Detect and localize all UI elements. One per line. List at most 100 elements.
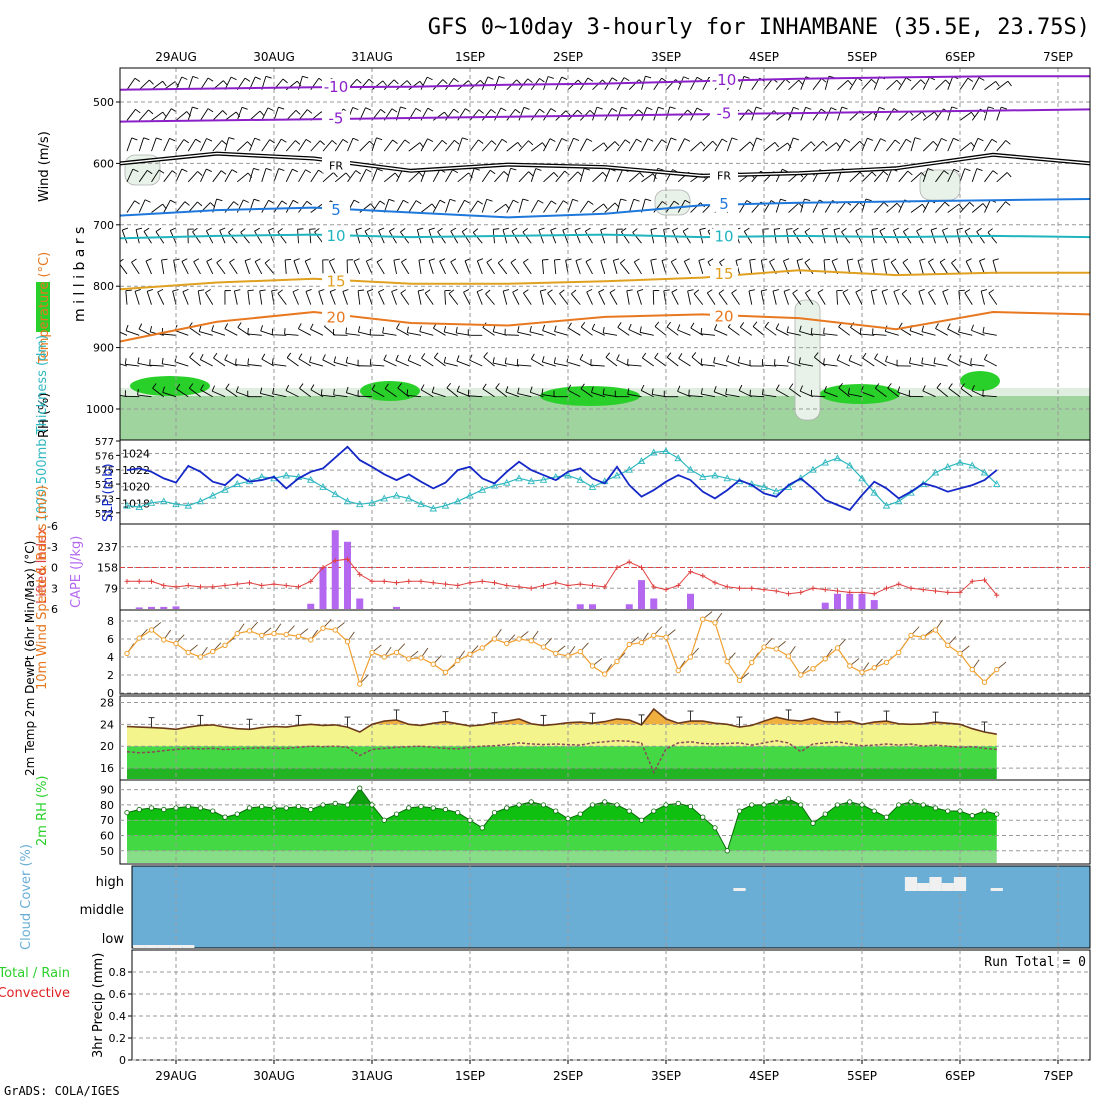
lifted-tick-label: 6	[51, 603, 58, 616]
wind-barb	[886, 79, 898, 91]
wind-barb-flag	[216, 198, 223, 202]
wind-barb	[383, 172, 396, 183]
wind-barb	[456, 332, 471, 336]
wind-barb-flag	[874, 383, 880, 389]
precip-tick-label: 0.6	[109, 988, 127, 1001]
wind-barb	[559, 293, 569, 305]
wind-barb-flag	[230, 76, 237, 81]
wind-barb	[805, 292, 814, 305]
rh-point	[565, 816, 571, 822]
wind-barb-flag	[903, 227, 909, 232]
wind-barb-flag	[298, 323, 302, 329]
wind-barb-flag	[932, 140, 938, 146]
wind-barb-flag	[255, 76, 261, 80]
wind-barb-flag	[871, 78, 877, 84]
wind-barb	[824, 142, 837, 152]
wind-barb	[996, 140, 1007, 152]
wind-barb-flag	[528, 171, 534, 177]
wind-barb-flag	[624, 139, 631, 144]
wind-barb-flag	[396, 323, 400, 329]
wind-barb-flag	[637, 289, 644, 292]
wind-barb	[701, 363, 716, 367]
wind-barb	[364, 230, 373, 244]
wind-barb	[456, 360, 471, 367]
wind-barb	[444, 362, 458, 367]
wind-barb	[200, 108, 209, 121]
wind-barb-flag	[292, 199, 299, 204]
wind-barb	[984, 199, 991, 213]
wind-barb	[371, 137, 377, 152]
wind-barb	[512, 291, 520, 305]
wind-barb	[824, 391, 838, 398]
wind-barb	[216, 262, 226, 275]
upper-air-plot-bg	[120, 68, 1090, 440]
rh-ylabel: 2m RH (%)	[35, 775, 50, 846]
wind-barb-flag	[871, 171, 877, 177]
wind-barb-flag	[144, 199, 151, 203]
wind-barb	[192, 231, 201, 244]
wind-barb	[799, 331, 814, 336]
wind-barb-flag	[456, 385, 460, 392]
date-label-top: 1SEP	[455, 50, 485, 64]
wind-barb-flag	[712, 140, 718, 146]
wind-barb-flag	[234, 289, 241, 292]
wind-barb	[987, 232, 998, 244]
wind-barb-flag	[830, 107, 837, 111]
wind-barb-flag	[333, 172, 338, 178]
wind-barb	[205, 292, 214, 305]
wind-barb-flag	[286, 352, 292, 359]
wind-barb	[125, 290, 128, 305]
wind-barb-flag	[278, 168, 285, 172]
wind-barb-flag	[450, 258, 457, 263]
wind-barb-flag	[737, 356, 741, 363]
wind-barb-flag	[353, 258, 360, 262]
wind-barb	[359, 169, 367, 183]
wind-barb-flag	[682, 227, 689, 232]
wind-barb	[309, 229, 312, 244]
wind-barb	[174, 330, 189, 336]
rh-point	[969, 813, 975, 819]
date-label-top: 5SEP	[847, 50, 877, 64]
wind-barb	[690, 77, 698, 90]
wind-speed-point	[847, 663, 853, 669]
wind-barb	[933, 362, 948, 367]
rh-point	[920, 802, 926, 808]
wind-speed-point	[736, 677, 743, 684]
wind-barb-flag	[739, 322, 745, 328]
wind-barb-flag	[419, 325, 422, 332]
wind-barb	[984, 138, 993, 152]
rh-point	[491, 809, 498, 816]
wind-barb-flag	[281, 200, 288, 205]
wind-barb	[391, 291, 397, 305]
wind-barb	[259, 290, 263, 305]
thickness-point	[355, 500, 364, 508]
contour-label: 15	[326, 272, 345, 290]
wind-barb-flag	[199, 354, 204, 360]
wind-barb	[229, 262, 238, 275]
wind-barb	[469, 139, 479, 152]
wind-barb-flag	[489, 169, 496, 175]
wind-barb-flag	[942, 288, 949, 292]
wind-barb	[898, 170, 909, 183]
wind-barb	[366, 291, 373, 305]
wind-barb	[151, 111, 164, 121]
wind-barb-flag	[933, 357, 936, 364]
wind-barb	[841, 231, 851, 244]
upper-ylabel-temp: Temperature (°C)	[37, 252, 52, 365]
wind-barb	[641, 390, 654, 398]
date-label-top: 6SEP	[945, 50, 975, 64]
wind-barb-flag	[517, 326, 520, 333]
wind-barb-flag	[585, 258, 592, 262]
wind-barb-flag	[431, 386, 435, 393]
wind-barb	[432, 169, 441, 183]
wind-barb-flag	[821, 227, 828, 231]
rh-tick-label: 50	[100, 845, 114, 858]
rh-patch	[654, 189, 691, 216]
rh-point	[994, 811, 1000, 817]
wind-speed-point	[418, 655, 424, 661]
wind-barb	[960, 388, 973, 398]
wind-barb-flag	[621, 106, 628, 110]
cape-tick-label: 79	[104, 582, 118, 595]
wind-barb	[873, 107, 880, 121]
